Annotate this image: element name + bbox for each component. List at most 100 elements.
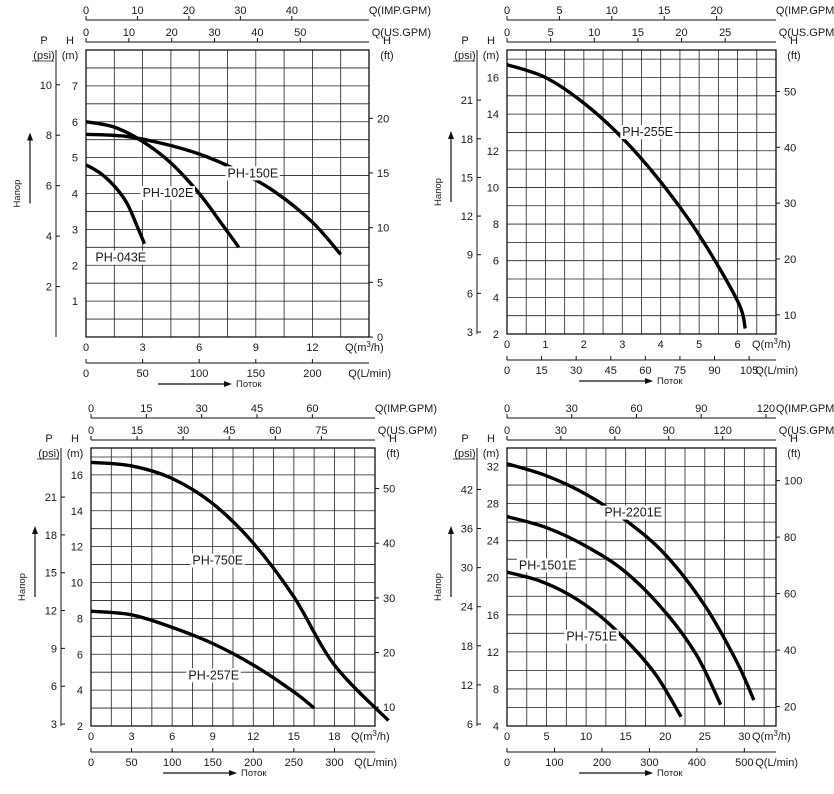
ft-tick-label: 15 [377, 168, 389, 180]
lmin-tick-label: 50 [125, 757, 137, 769]
imp-gpm-tick-label: 40 [286, 5, 298, 17]
curve-label-bg [620, 125, 675, 140]
head-m-unit: (m) [62, 50, 79, 62]
psi-tick-label: 4 [46, 231, 52, 243]
head-ft-unit: (ft) [380, 50, 393, 62]
us-gpm-tick-label: 30 [208, 27, 220, 39]
m3h-tick-label: 9 [210, 731, 216, 743]
us-gpm-tick-label: 15 [632, 27, 644, 39]
head-m-tick-label: 16 [71, 470, 83, 482]
m3h-tick-label: 12 [306, 342, 318, 354]
head-arrowhead [448, 526, 454, 534]
m3h-tick-label: 9 [253, 342, 259, 354]
us-gpm-tick-label: 45 [223, 425, 235, 437]
head-m-tick-label: 2 [72, 260, 78, 272]
curve-ph-750e [90, 460, 390, 722]
psi-tick-label: 18 [461, 641, 473, 653]
imp-gpm-tick-label: 15 [140, 403, 152, 415]
lmin-tick-label: 300 [325, 757, 343, 769]
lmin-tick-label: 250 [285, 757, 303, 769]
head-m-tick-label: 10 [71, 578, 83, 590]
psi-tick-label: 42 [461, 484, 473, 496]
m3h-tick-label: 6 [169, 731, 175, 743]
head-m-tick-label: 6 [493, 256, 499, 268]
imp-gpm-tick-label: 90 [695, 403, 707, 415]
head-arrowhead [27, 132, 33, 141]
ft-tick-label: 20 [377, 113, 389, 125]
psi-tick-label: 6 [467, 719, 473, 731]
head-m-tick-label: 32 [487, 462, 499, 474]
us-gpm-tick-label: 60 [609, 425, 621, 437]
pressure-symbol: P [461, 35, 468, 47]
curve-label-ph-150e: PH-150E [228, 166, 279, 180]
head-arrowhead [32, 526, 38, 534]
flow-axis-title: Поток [241, 768, 267, 779]
curve-label-ph-255e: PH-255E [622, 125, 673, 139]
head-axis-title: Напор [17, 573, 28, 601]
curve-label-bg [93, 250, 148, 265]
psi-tick-label: 12 [461, 211, 473, 223]
lmin-tick-label: 0 [88, 757, 94, 769]
head-m-tick-label: 4 [493, 721, 499, 733]
m3h-tick-label: 20 [659, 731, 671, 743]
us-gpm-tick-label: 25 [719, 27, 731, 39]
m3h-tick-label: 4 [658, 339, 664, 351]
lmin-unit: Q(L/min) [354, 757, 397, 769]
lmin-tick-label: 100 [190, 368, 208, 380]
head-axis-title: Напор [12, 180, 23, 208]
curve-ph-043e [85, 163, 147, 245]
head-axis-title: Напор [433, 573, 444, 601]
psi-tick-label: 9 [51, 643, 57, 655]
pressure-unit: (psi) [454, 448, 475, 460]
head-m-tick-label: 24 [487, 536, 499, 548]
us-gpm-tick-label: 10 [123, 27, 135, 39]
head-m-tick-label: 10 [487, 182, 499, 194]
ft-tick-label: 20 [784, 702, 796, 714]
psi-tick-label: 8 [46, 130, 52, 142]
curve-label-ph-043e: PH-043E [95, 251, 146, 265]
psi-tick-label: 10 [40, 80, 52, 92]
m3h-unit: Q(m3/h) [752, 729, 791, 744]
curve-label-bg [190, 553, 245, 568]
lmin-tick-label: 100 [545, 757, 563, 769]
m3h-tick-label: 12 [247, 731, 259, 743]
imp-gpm-tick-label: 60 [630, 403, 642, 415]
head-m-unit: (m) [67, 448, 84, 460]
chart-panel-2: 0 5 10 15 20 250 5 10 15 20Q(US.GPM)Q(IMP.GPM)0 1 2… [433, 5, 834, 387]
head-m-tick-label: 4 [493, 292, 499, 304]
psi-tick-label: 3 [51, 719, 57, 731]
imp-gpm-tick-label: 0 [504, 5, 510, 17]
head-m-tick-label: 6 [77, 649, 83, 661]
curve-label-bg [186, 668, 241, 683]
ft-tick-label: 60 [784, 589, 796, 601]
curve-label-bg [602, 505, 664, 520]
curve-label-bg [564, 629, 619, 644]
m3h-tick-label: 3 [619, 339, 625, 351]
m3h-tick-label: 0 [83, 342, 89, 354]
us-gpm-tick-label: 20 [675, 27, 687, 39]
curve-label-bg [140, 186, 195, 201]
m3h-tick-label: 6 [196, 342, 202, 354]
lmin-tick-label: 75 [674, 365, 686, 377]
imp-gpm-tick-label: 60 [306, 403, 318, 415]
lmin-unit: Q(L/min) [348, 368, 391, 380]
head-m-symbol: H [66, 35, 74, 47]
curve-ph-150e [85, 132, 342, 256]
psi-tick-label: 15 [461, 172, 473, 184]
imp-gpm-unit: Q(IMP.GPM) [776, 403, 834, 415]
head-m-symbol: H [71, 433, 79, 445]
head-m-tick-label: 5 [72, 153, 78, 165]
curve-label-ph-257e: PH-257E [188, 668, 239, 682]
flow-axis-title: Поток [236, 379, 262, 390]
ft-tick-label: 20 [383, 648, 395, 660]
curve-ph-257e [90, 609, 316, 710]
lmin-tick-label: 0 [83, 368, 89, 380]
plot-frame [506, 447, 777, 727]
lmin-tick-label: 60 [639, 365, 651, 377]
psi-tick-label: 24 [461, 602, 473, 614]
lmin-tick-label: 150 [247, 368, 265, 380]
lmin-tick-label: 45 [605, 365, 617, 377]
psi-tick-label: 9 [467, 250, 473, 262]
curve-ph-751e [506, 570, 683, 718]
